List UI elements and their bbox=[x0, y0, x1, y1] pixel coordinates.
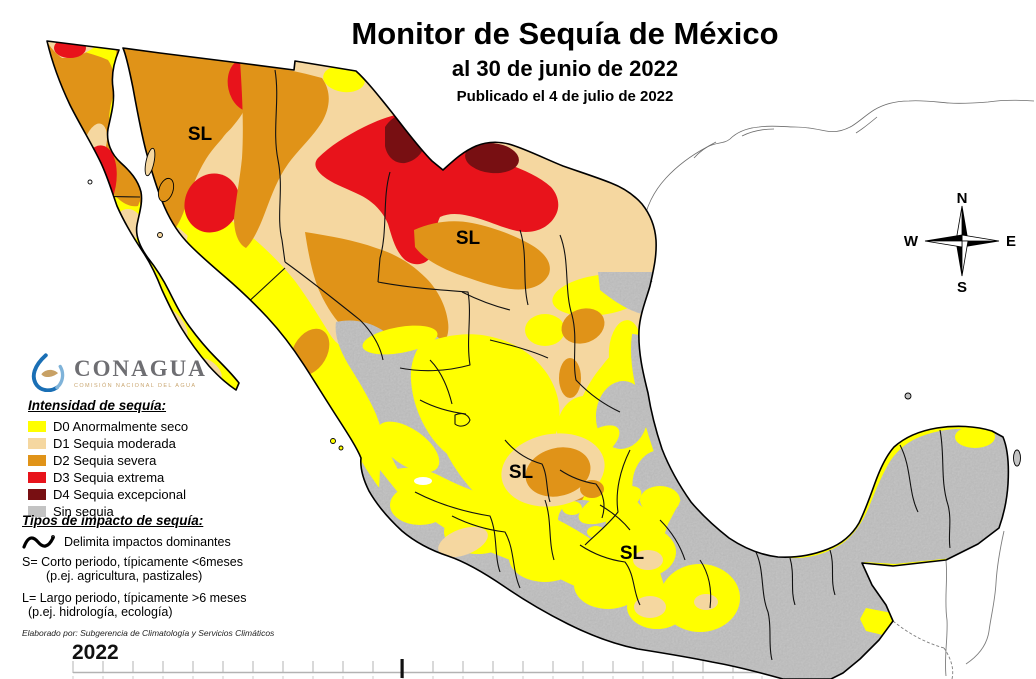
drought-d2-central bbox=[525, 447, 591, 497]
state-boundaries bbox=[82, 69, 951, 661]
drought-d2-chihuahua-west bbox=[234, 60, 329, 248]
attribution-text: Elaborado por: Subgerencia de Climatolog… bbox=[22, 628, 275, 638]
mexico-outline bbox=[46, 40, 1010, 679]
timeline-week-ticks bbox=[72, 661, 763, 673]
impact-delimiter-icon bbox=[22, 535, 55, 549]
drought-d3-north-band bbox=[315, 112, 559, 265]
legend-item-none: Sin sequia bbox=[28, 503, 188, 520]
conagua-name: CONAGUA bbox=[74, 355, 207, 381]
legend-item-d0: D0 Anormalmente seco bbox=[28, 418, 188, 435]
compass-west-label: W bbox=[904, 233, 919, 250]
drought-d3-mexicali bbox=[54, 41, 86, 58]
islands bbox=[87, 147, 1021, 467]
legend-item-d2: D2 Sequia severa bbox=[28, 452, 188, 469]
sl-label-coahuila: SL bbox=[456, 228, 481, 249]
conagua-subtitle: COMISIÓN NACIONAL DEL AGUA bbox=[74, 382, 197, 389]
legend-swatch-d0 bbox=[28, 421, 46, 432]
timeline-second-row-ticks bbox=[72, 676, 763, 679]
legend-label-none: Sin sequia bbox=[53, 504, 114, 519]
conagua-logo: CONAGUA COMISIÓN NACIONAL DEL AGUA bbox=[28, 352, 207, 392]
legend-title: Intensidad de sequía: bbox=[28, 398, 167, 413]
legend-label-d2: D2 Sequia severa bbox=[53, 453, 157, 468]
legend-swatch-none bbox=[28, 506, 46, 517]
drought-d2-coahuila-band bbox=[414, 221, 550, 290]
legend-item-d1: D1 Sequia moderada bbox=[28, 435, 188, 452]
impact-title: Tipos de impacto de sequía: bbox=[22, 513, 204, 528]
compass-south-label: S bbox=[957, 279, 967, 296]
legend-swatch-d4 bbox=[28, 489, 46, 500]
legend-swatch-d1 bbox=[28, 438, 46, 449]
conagua-drop-icon bbox=[31, 353, 65, 392]
drought-d2-tamaulipas bbox=[559, 358, 581, 398]
legend-swatch-d2 bbox=[28, 455, 46, 466]
compass-east-label: E bbox=[1006, 233, 1016, 250]
guatemala-belize-borders bbox=[892, 530, 1005, 679]
sl-label-sonora: SL bbox=[188, 124, 213, 145]
drought-d4-bigbend-east bbox=[465, 142, 519, 174]
lake-chapala bbox=[414, 477, 432, 485]
legend-swatch-d3 bbox=[28, 472, 46, 483]
impact-short-line1: S= Corto periodo, típicamente <6meses bbox=[22, 555, 243, 569]
sl-label-puebla: SL bbox=[620, 543, 645, 564]
impact-long-line2: (p.ej. hidrología, ecología) bbox=[28, 605, 173, 619]
drought-d2-hidalgo bbox=[580, 480, 604, 498]
drought-legend: Intensidad de sequía: D0 Anormalmente se… bbox=[28, 398, 188, 520]
drought-d2-baja-north bbox=[47, 44, 141, 207]
timeline-current-week-marker bbox=[400, 659, 404, 678]
legend-label-d4: D4 Sequia excepcional bbox=[53, 487, 186, 502]
legend-label-d3: D3 Sequia extrema bbox=[53, 470, 165, 485]
impact-delimit-label: Delimita impactos dominantes bbox=[64, 535, 231, 549]
legend-item-d3: D3 Sequia extrema bbox=[28, 469, 188, 486]
compass-north-label: N bbox=[957, 190, 968, 207]
us-coastline bbox=[641, 99, 1035, 283]
legend-label-d1: D1 Sequia moderada bbox=[53, 436, 176, 451]
timeline-year-label: 2022 bbox=[72, 641, 119, 664]
compass-rose: N S W E bbox=[904, 190, 1016, 296]
sl-label-centro: SL bbox=[509, 462, 534, 483]
drought-d0-central-mega bbox=[410, 334, 560, 473]
impact-long-line1: L= Largo periodo, típicamente >6 meses bbox=[22, 591, 247, 605]
impact-labels: SL SL SL SL bbox=[188, 124, 645, 564]
impact-types-section: Tipos de impacto de sequía: Delimita imp… bbox=[22, 513, 302, 638]
legend-item-d4: D4 Sequia excepcional bbox=[28, 486, 188, 503]
timeline: 2022 bbox=[72, 641, 763, 679]
drought-d1-south-spots bbox=[438, 526, 718, 618]
drought-d3-guaymas bbox=[184, 173, 240, 233]
legend-label-d0: D0 Anormalmente seco bbox=[53, 419, 189, 434]
impact-short-line2: (p.ej. agricultura, pastizales) bbox=[46, 569, 203, 583]
drought-d0-chihuahua-border bbox=[323, 65, 365, 93]
